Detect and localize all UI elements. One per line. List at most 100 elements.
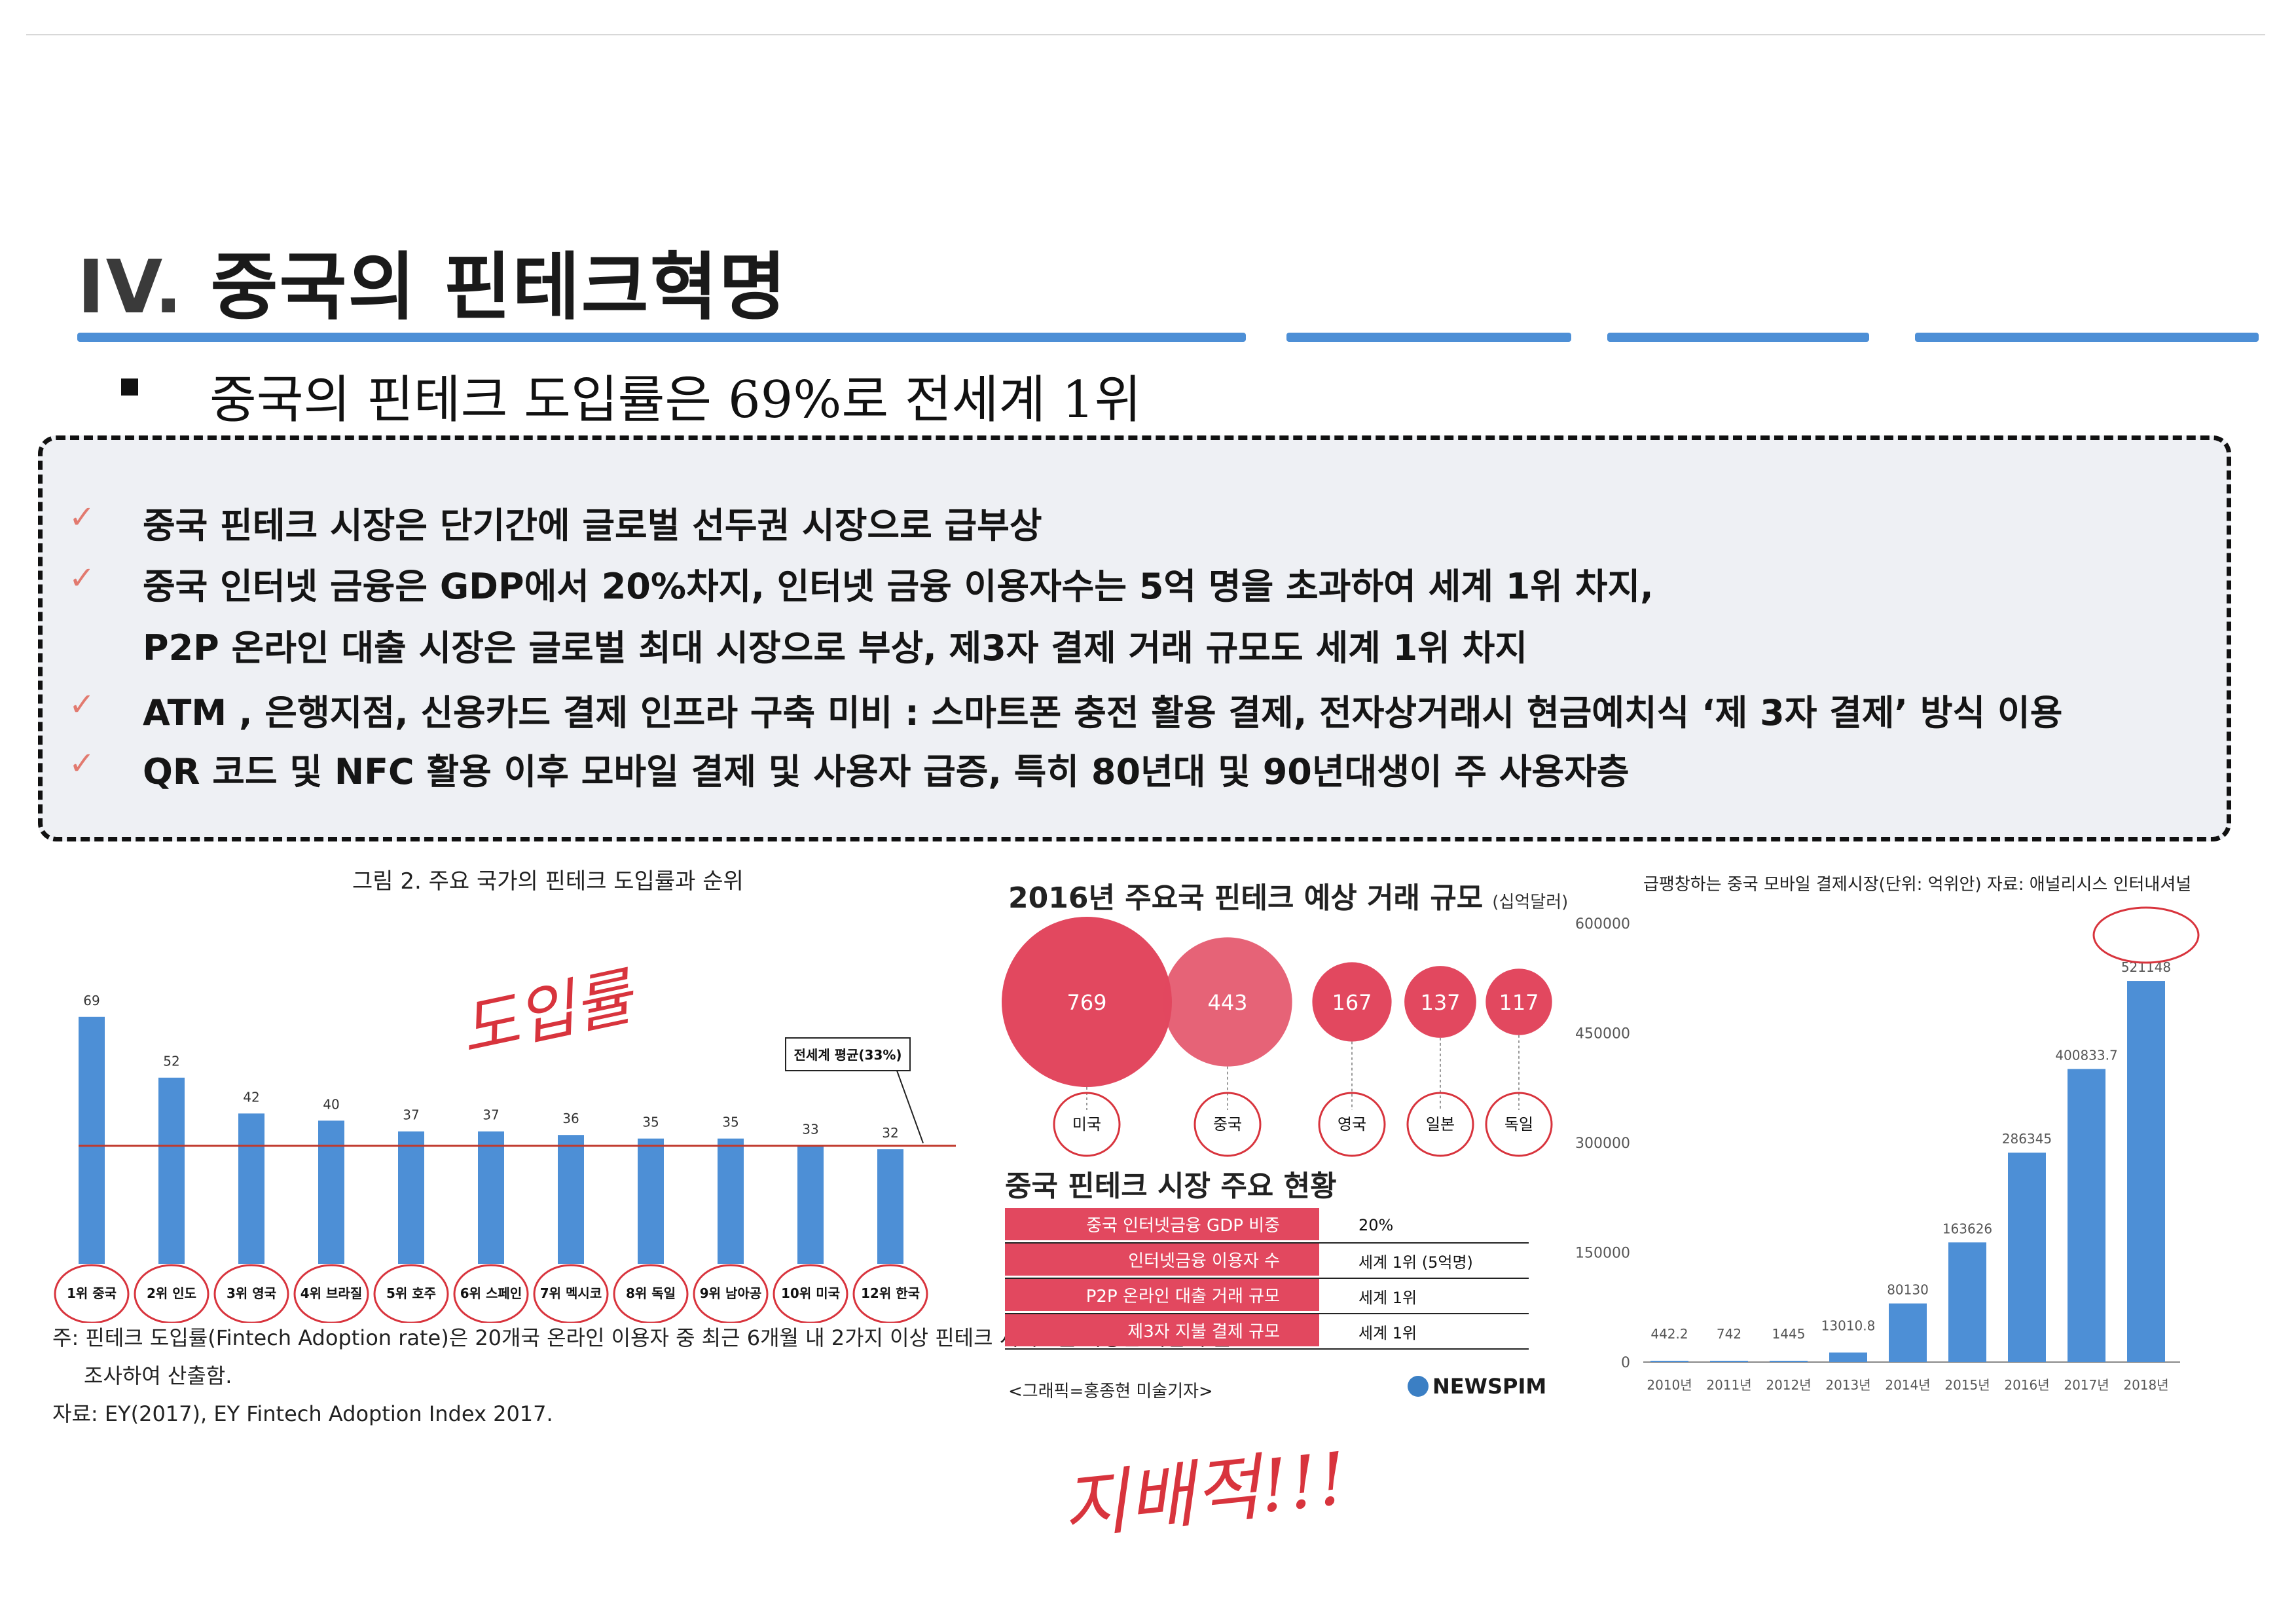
bubble (1312, 962, 1392, 1042)
bubble-category: 일본 (1426, 1115, 1455, 1134)
title-underline (77, 333, 1246, 342)
top-rule (26, 34, 2265, 35)
bar (478, 1131, 504, 1264)
title-underline-seg-4 (1915, 333, 2259, 342)
bar (1889, 1303, 1927, 1362)
data-label: 32 (882, 1125, 898, 1141)
category-label: 5위 호주 (386, 1285, 436, 1301)
summary-item: 중국 인터넷 금융은 GDP에서 20%차지, 인터넷 금융 이용자수는 5억 … (143, 566, 1654, 607)
data-label: 163626 (1942, 1221, 1992, 1236)
y-tick-label: 0 (1621, 1355, 1630, 1371)
y-tick-label: 150000 (1575, 1246, 1630, 1262)
data-label: 42 (243, 1089, 259, 1105)
bar (238, 1113, 264, 1264)
bar (718, 1138, 744, 1264)
trade-volume-bubble-chart: 769 미국 443 중국 167 영국 137 일본 117 독일 (1002, 917, 1553, 1157)
bubble-value: 117 (1499, 990, 1539, 1015)
check-mark-icon: ✓ (69, 686, 96, 723)
bar (1710, 1361, 1748, 1362)
handwritten-circle (54, 1264, 130, 1323)
summary-item: QR 코드 및 NFC 활용 이후 모바일 결제 및 사용자 급증, 특히 80… (143, 751, 1630, 792)
bubble-value: 137 (1420, 990, 1460, 1015)
data-label: 13010.8 (1821, 1318, 1876, 1333)
table-value: 20% (1358, 1216, 1394, 1234)
status-table: 중국 인터넷금융 GDP 비중 20% 인터넷금융 이용자 수 세계 1위 (5억명)… (1005, 1208, 1529, 1350)
data-label: 69 (83, 993, 100, 1008)
handwritten-circle (1485, 1092, 1553, 1157)
category-label: 4위 브라질 (301, 1285, 362, 1301)
category-label: 2010년 (1647, 1377, 1692, 1393)
handwritten-circle (693, 1264, 769, 1323)
y-tick-label: 450000 (1575, 1026, 1630, 1043)
table-value: 세계 1위 (1358, 1323, 1417, 1342)
average-label-box (785, 1037, 911, 1071)
bar (638, 1138, 664, 1264)
bar (2068, 1069, 2105, 1362)
table-label: 중국 인터넷금융 GDP 비중 (1005, 1208, 1319, 1240)
summary-item: 중국 핀테크 시장은 단기간에 글로벌 선두권 시장으로 급부상 (143, 505, 1042, 546)
bar (558, 1135, 584, 1264)
table-row: 인터넷금융 이용자 수 세계 1위 (5억명) (1005, 1244, 1529, 1279)
summary-item: ATM , 은행지점, 신용카드 결제 인프라 구축 미비 : 스마트폰 충전 … (143, 692, 2063, 733)
category-label: 7위 멕시코 (540, 1285, 602, 1301)
handwritten-circle (613, 1264, 689, 1323)
y-tick-label: 600000 (1575, 916, 1630, 932)
bubble-value: 167 (1332, 990, 1372, 1015)
handwritten-circle (134, 1264, 210, 1323)
newspim-logo-text: NEWSPIM (1432, 1374, 1547, 1399)
handwritten-circle (1318, 1092, 1386, 1157)
category-label: 9위 남아공 (700, 1285, 761, 1301)
adoption-rate-chart: 69 1위 중국 52 2위 인도 42 3위 영국 40 4위 브라질 37 5위 호주 37 6위… (54, 993, 956, 1323)
handwritten-note: 지배적!!! (1057, 1436, 1351, 1550)
bar (2008, 1153, 2046, 1362)
category-label: 8위 독일 (626, 1285, 676, 1301)
category-label: 2018년 (2123, 1377, 2168, 1393)
data-label: 40 (323, 1096, 339, 1112)
data-label: 37 (403, 1107, 419, 1123)
check-mark-icon: ✓ (69, 560, 96, 597)
table-row: 제3자 지불 결제 규모 세계 1위 (1005, 1314, 1529, 1350)
graphic-credit: <그래픽=홍종현 미술기자> (1008, 1382, 1213, 1401)
handwritten-circle (2092, 906, 2200, 964)
bar (1770, 1361, 1808, 1362)
chart2-title: 2016년 주요국 핀테크 예상 거래 규모 (십억달러) (1008, 874, 1568, 916)
handwritten-circle (373, 1264, 449, 1323)
y-tick-label: 300000 (1575, 1135, 1630, 1152)
bubble (1404, 966, 1476, 1038)
bubble-category: 미국 (1072, 1115, 1101, 1134)
chart2-unit: (십억달러) (1492, 893, 1569, 912)
check-mark-icon: ✓ (69, 745, 96, 782)
bar (2127, 981, 2165, 1362)
category-label: 1위 중국 (67, 1285, 117, 1301)
newspim-logo-icon (1408, 1376, 1429, 1397)
bubble-category: 중국 (1213, 1115, 1242, 1134)
data-label: 80130 (1887, 1282, 1929, 1298)
handwritten-circle (1406, 1092, 1474, 1157)
chart3-title: 급팽창하는 중국 모바일 결제시장(단위: 억위안) 자료: 애널리시스 인터내… (1643, 875, 2192, 895)
category-label: 2016년 (2004, 1377, 2049, 1393)
section-number: IV. (77, 245, 184, 330)
data-label: 400833.7 (2055, 1047, 2117, 1063)
section-title: 중국의 핀테크혁명 (210, 245, 788, 330)
bar (1829, 1352, 1867, 1362)
handwritten-circle (533, 1264, 609, 1323)
data-label: 33 (802, 1122, 818, 1137)
data-label: 35 (642, 1115, 659, 1130)
bar (79, 1016, 105, 1264)
category-label: 2013년 (1825, 1377, 1870, 1393)
bar (318, 1120, 344, 1264)
page-title: IV. 중국의 핀테크혁명 (77, 228, 788, 334)
bar (797, 1145, 824, 1264)
bar (158, 1077, 185, 1264)
status-table-title: 중국 핀테크 시장 주요 현황 (1005, 1170, 1337, 1203)
bar (1948, 1242, 1986, 1362)
summary-box (38, 435, 2231, 841)
table-label: 인터넷금융 이용자 수 (1005, 1244, 1319, 1276)
table-row: 중국 인터넷금융 GDP 비중 20% (1005, 1208, 1529, 1244)
bubble-value: 443 (1207, 990, 1247, 1015)
table-row: P2P 온라인 대출 거래 규모 세계 1위 (1005, 1279, 1529, 1314)
chart1-source: 자료: EY(2017), EY Fintech Adoption Index … (52, 1401, 553, 1426)
category-label: 2014년 (1885, 1377, 1930, 1393)
table-value: 세계 1위 (1358, 1288, 1417, 1307)
bubble-category: 영국 (1338, 1115, 1366, 1134)
